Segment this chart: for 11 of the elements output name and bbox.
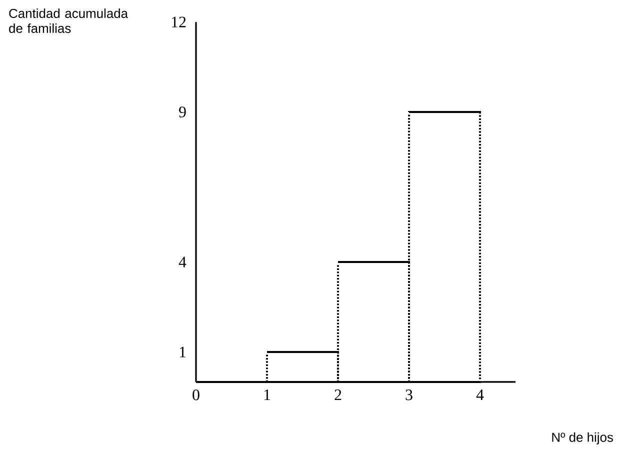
x-tick-label: 0 — [192, 390, 200, 400]
y-tick-label: 12 — [172, 16, 186, 28]
x-axis-title: Nº de hijos — [552, 432, 613, 444]
x-tick-label: 1 — [264, 390, 270, 400]
y-tick-label: 9 — [179, 106, 186, 118]
x-tick-label: 3 — [406, 390, 412, 400]
y-axis-title: Cantidad acumulada de familias — [9, 8, 128, 33]
y-tick-label: 1 — [180, 346, 186, 358]
x-tick-label: 2 — [334, 390, 342, 400]
x-tick-label: 4 — [476, 390, 484, 400]
y-tick-label: 4 — [178, 256, 186, 268]
